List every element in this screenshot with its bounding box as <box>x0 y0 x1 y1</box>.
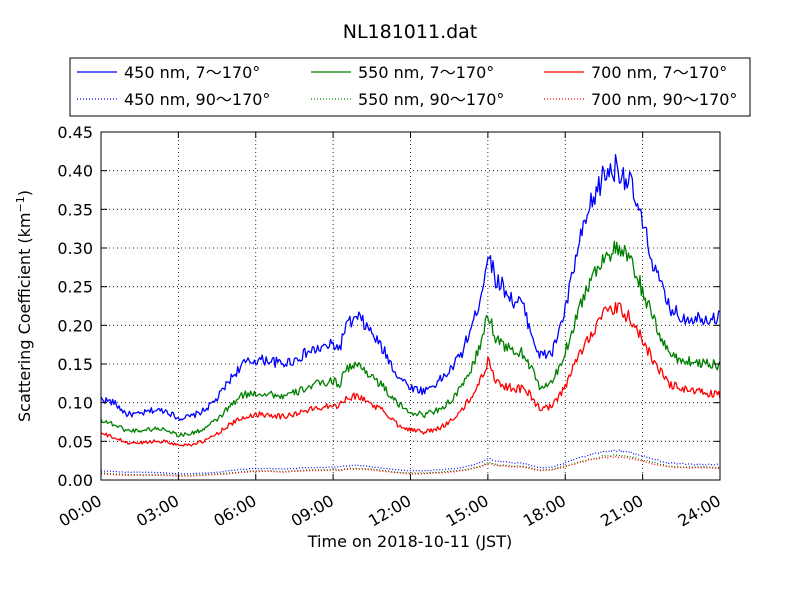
series-line <box>100 240 721 438</box>
x-tick-label: 12:00 <box>365 491 414 531</box>
y-axis-label-close: ) <box>15 190 34 196</box>
y-tick-label: 0.35 <box>57 200 93 219</box>
x-tick-label: 24:00 <box>675 491 724 531</box>
x-tick-label: 06:00 <box>210 491 259 531</box>
x-tick-label: 21:00 <box>597 491 646 531</box>
y-tick-label: 0.30 <box>57 239 93 258</box>
y-tick-label: 0.45 <box>57 123 93 142</box>
y-axis-label: Scattering Coefficient (km−1) <box>14 190 34 422</box>
x-tick-label: 18:00 <box>520 491 569 531</box>
series-lines <box>100 153 721 477</box>
y-tick-label: 0.10 <box>57 394 93 413</box>
x-tick-labels: 00:00 03:00 06:00 09:00 12:00 15:00 18:00 21:00… <box>56 491 724 531</box>
legend: 450 nm, 7～170° 550 nm, 7～170° 700 nm, 7～17… <box>69 57 751 117</box>
x-axis-label: Time on 2018-10-11 (JST) <box>307 532 512 551</box>
ticks <box>100 131 721 481</box>
series-line <box>100 454 721 477</box>
y-tick-label: 0.20 <box>57 316 93 335</box>
legend-label: 550 nm, 90～170° <box>358 90 504 109</box>
legend-label: 700 nm, 7～170° <box>591 63 727 82</box>
legend-box <box>69 57 751 117</box>
y-axis-label-main: Scattering Coefficient (km <box>15 212 34 422</box>
y-axis-label-superscript: −1 <box>14 196 27 212</box>
y-tick-label: 0.25 <box>57 278 93 297</box>
y-tick-label: 0.40 <box>57 162 93 181</box>
plot-background <box>101 132 720 480</box>
legend-label: 450 nm, 90～170° <box>124 90 270 109</box>
legend-label: 550 nm, 7～170° <box>358 63 494 82</box>
x-tick-label: 03:00 <box>133 491 182 531</box>
legend-label: 450 nm, 7～170° <box>124 63 260 82</box>
x-tick-label: 09:00 <box>288 491 337 531</box>
y-tick-label: 0.15 <box>57 355 93 374</box>
chart-title: NL181011.dat <box>343 21 478 43</box>
y-tick-label: 0.05 <box>57 432 93 451</box>
x-tick-label: 15:00 <box>442 491 491 531</box>
y-tick-label: 0.00 <box>57 471 93 490</box>
y-tick-labels: 0.00 0.05 0.10 0.15 0.20 0.25 0.30 0.35 0.40 0.45 <box>57 123 93 490</box>
series-line <box>100 449 721 475</box>
series-line <box>100 153 721 421</box>
x-tick-label: 00:00 <box>56 491 105 531</box>
plot-area <box>100 131 721 481</box>
legend-items: 450 nm, 7～170° 550 nm, 7～170° 700 nm, 7～17… <box>77 63 737 109</box>
series-line <box>100 301 721 447</box>
legend-label: 700 nm, 90～170° <box>591 90 737 109</box>
